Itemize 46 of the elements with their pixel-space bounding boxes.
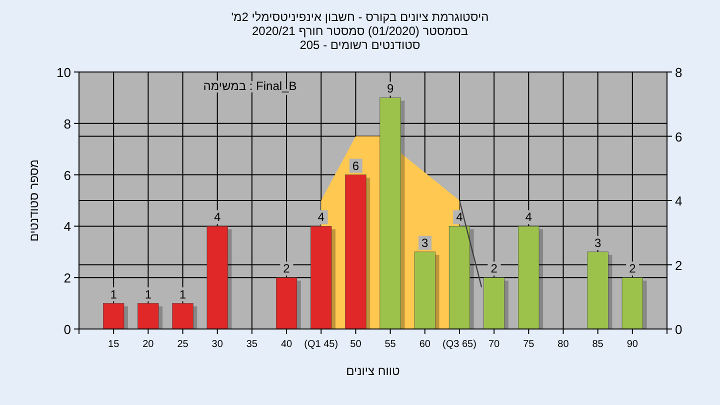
data-label: 9 — [386, 82, 394, 96]
y-axis-title: מספר סטודנטים — [27, 159, 41, 242]
x-tick-label: 35 — [246, 339, 258, 350]
x-tick-label: 75 — [523, 339, 535, 350]
data-label: 3 — [422, 236, 429, 250]
y-tick-label: 10 — [56, 65, 71, 80]
data-label: 1 — [110, 287, 118, 302]
data-label: 4 — [456, 210, 464, 224]
data-label: 2 — [283, 262, 290, 276]
data-label: 1 — [179, 287, 186, 302]
x-tick-label: 80 — [558, 339, 570, 350]
x-axis-title: טווח ציונים — [346, 364, 400, 378]
x-tick-label: 25 — [177, 339, 189, 350]
x-tick-label: 15 — [108, 339, 120, 350]
y2-tick-label: 4 — [675, 194, 682, 208]
x-tick-label: 60 — [419, 339, 431, 350]
y-tick-label: 8 — [64, 116, 71, 132]
data-label: 4 — [525, 210, 532, 224]
y2-tick-label: 6 — [675, 129, 682, 144]
y-tick-label: 6 — [64, 168, 71, 183]
chart-subtitle: בסמסטר (01/2020) סמסטר חורף 2020/21 — [252, 24, 468, 38]
x-tick-label: 70 — [488, 339, 500, 350]
y-tick-label: 0 — [64, 322, 71, 337]
data-label: 2 — [629, 262, 636, 276]
x-tick-label: 30 — [212, 339, 224, 350]
x-tick-label: 85 — [592, 339, 604, 350]
text: סטודנטים רשומים - 205 — [300, 38, 420, 52]
x-tick-label: 50 — [350, 339, 362, 350]
data-label: 2 — [490, 262, 498, 276]
data-label: 6 — [352, 158, 360, 173]
x-tick-label: (Q1 45) — [304, 339, 338, 350]
x-tick-label: (Q3 65) — [442, 339, 476, 350]
x-tick-label: 90 — [626, 339, 638, 350]
data-label: 4 — [214, 210, 222, 224]
y-tick-label: 2 — [64, 270, 71, 286]
y2-tick-label: 0 — [675, 322, 682, 337]
y2-tick-label: 2 — [675, 258, 682, 273]
data-label: 1 — [144, 287, 152, 302]
y-tick-label: 4 — [64, 219, 71, 234]
x-tick-label: 20 — [142, 339, 154, 350]
y2-tick-label: 8 — [675, 65, 682, 80]
data-label: 4 — [318, 210, 325, 224]
x-tick-label: 40 — [280, 339, 293, 350]
x-tick-label: 55 — [384, 339, 396, 350]
chart-title: היסטוגרמת ציונים בקורס - חשבון אינפיניטסימלי 2מ' — [231, 10, 489, 24]
data-label: 3 — [594, 236, 602, 250]
